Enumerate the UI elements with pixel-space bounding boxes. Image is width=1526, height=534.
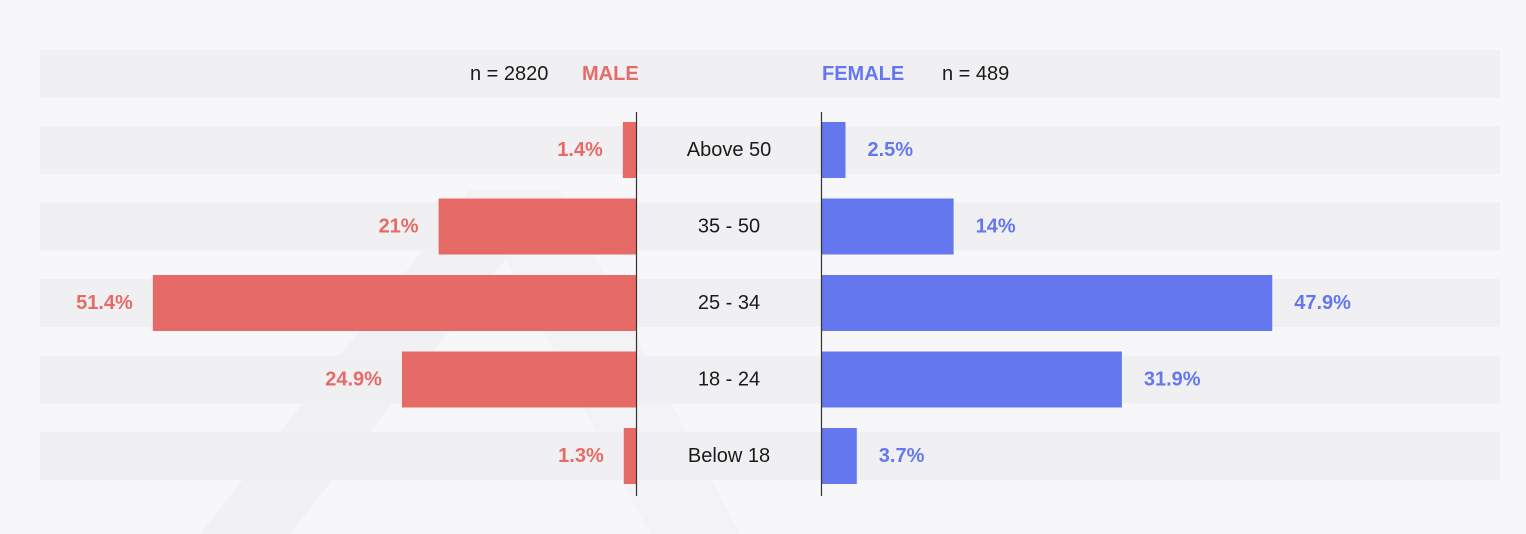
female-value-label: 31.9%	[1144, 369, 1201, 391]
female-legend-label: FEMALE	[822, 63, 905, 85]
male-bar	[438, 198, 636, 255]
female-value-label: 47.9%	[1294, 292, 1351, 314]
category-label: 18 - 24	[698, 369, 760, 391]
female-bar	[822, 428, 857, 484]
male-bar	[623, 428, 636, 484]
female-bar	[822, 275, 1273, 331]
female-value-label: 2.5%	[868, 139, 914, 161]
female-value-label: 14%	[976, 216, 1016, 238]
male-bar	[622, 122, 636, 178]
category-label: Below 18	[688, 445, 770, 467]
male-value-label: 51.4%	[76, 292, 133, 314]
header-band	[40, 50, 1500, 98]
category-label: 25 - 34	[698, 292, 760, 314]
row-band	[40, 202, 1500, 251]
female-bar	[822, 198, 954, 255]
female-value-label: 3.7%	[879, 445, 925, 467]
female-bar	[822, 351, 1122, 408]
row-band	[40, 126, 1500, 174]
male-value-label: 1.3%	[558, 445, 604, 467]
male-value-label: 1.4%	[557, 139, 603, 161]
female-sample-size: n = 489	[942, 63, 1010, 85]
male-bar	[401, 351, 636, 408]
row-band	[40, 355, 1500, 404]
male-bar	[152, 275, 636, 331]
male-legend-label: MALE	[582, 63, 639, 85]
male-sample-size: n = 2820	[470, 63, 549, 85]
category-label: 35 - 50	[698, 216, 760, 238]
male-value-label: 21%	[379, 216, 419, 238]
male-value-label: 24.9%	[325, 369, 382, 391]
row-band	[40, 432, 1500, 480]
female-bar	[822, 122, 846, 178]
category-label: Above 50	[687, 139, 772, 161]
